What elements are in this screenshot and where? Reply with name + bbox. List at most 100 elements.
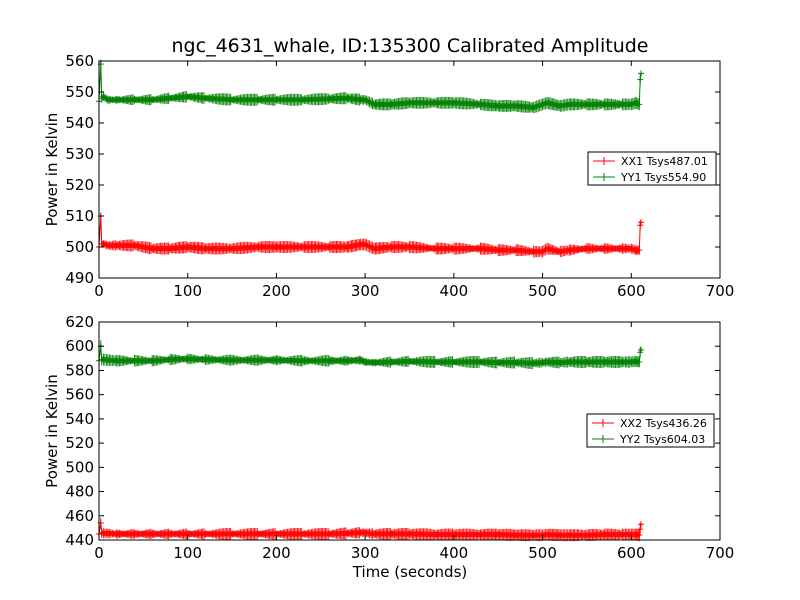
data-point-1-0-37: [636, 532, 643, 539]
data-point-0-1-19: [371, 101, 378, 108]
data-point-1-0-27: [530, 532, 537, 539]
legend-1: XX2 Tsys436.26 YY2 Tsys604.03: [586, 413, 715, 448]
x-tick-label: 400: [440, 282, 469, 300]
data-point-1-0-33: [601, 531, 608, 538]
data-point-1-0-32: [583, 532, 590, 539]
data-point-1-1-19: [371, 359, 378, 366]
data-point-1-1-29: [544, 358, 551, 365]
data-point-0-1-34: [619, 101, 626, 108]
y-tick-label: 500: [65, 238, 94, 256]
x-tick-label: 700: [706, 282, 735, 300]
data-point-0-0-35: [628, 245, 635, 252]
y-tick-label: 620: [65, 313, 94, 331]
x-tick-label: 0: [94, 282, 104, 300]
data-point-0-1-24: [477, 101, 484, 108]
y-tick-label: 460: [65, 507, 94, 525]
data-point-0-0-20: [388, 244, 395, 250]
data-point-1-0-36: [632, 531, 639, 538]
data-point-0-0-7: [149, 245, 156, 252]
data-point-0-1-38: [637, 76, 644, 83]
data-point-1-0-11: [229, 530, 236, 537]
y-tick-label: 600: [65, 337, 94, 355]
x-tick-label: 100: [173, 282, 202, 300]
x-tick-label: 600: [617, 282, 646, 300]
data-point-0-0-15: [326, 244, 333, 250]
data-point-1-1-9: [184, 355, 191, 362]
data-point-0-1-33: [601, 101, 608, 108]
data-point-1-1-16: [344, 357, 351, 364]
data-point-0-1-23: [450, 99, 457, 106]
data-point-1-1-23: [450, 358, 457, 365]
data-point-0-0-16: [344, 244, 351, 250]
data-point-0-0-24: [477, 245, 484, 252]
data-point-1-0-21: [406, 530, 413, 537]
data-point-0-1-27: [530, 104, 537, 111]
top-panel: 0 100 200 300 400 500 600 700 490 500 510 520 530 540…: [43, 52, 734, 300]
y-tick-label: 560: [65, 52, 94, 70]
data-point-0-0-38: [637, 222, 644, 229]
data-point-1-0-38: [637, 526, 644, 533]
y-tick-label: 560: [65, 386, 94, 404]
y-tick-label: 490: [65, 269, 94, 287]
y-tick-label: 530: [65, 145, 94, 163]
legend-label: XX1 Tsys487.01: [621, 155, 708, 168]
data-point-0-1-20: [388, 101, 395, 108]
data-point-1-1-17: [357, 357, 364, 364]
legend-0: XX1 Tsys487.01 YY1 Tsys554.90: [587, 151, 717, 186]
data-point-1-1-33: [601, 358, 608, 365]
data-point-0-1-35: [628, 101, 635, 108]
data-point-0-0-33: [601, 245, 608, 252]
data-point-0-1-36: [632, 99, 639, 106]
y-tick-label: 580: [65, 361, 94, 379]
data-point-1-1-37: [636, 358, 643, 365]
data-point-1-1-11: [229, 357, 236, 364]
data-point-1-0-6: [131, 530, 138, 537]
data-point-1-1-21: [406, 358, 413, 365]
data-point-1-1-25: [495, 359, 502, 366]
data-point-1-1-3: [100, 356, 107, 363]
y-axis-title-1: Power in Kelvin: [43, 374, 61, 488]
data-point-0-1-31: [566, 101, 573, 108]
data-point-0-1-10: [202, 95, 209, 102]
data-point-0-0-29: [544, 245, 551, 252]
data-point-0-0-10: [202, 245, 209, 252]
y-tick-label: 500: [65, 458, 94, 476]
series-line-1-0: [98, 522, 642, 536]
data-point-1-0-12: [255, 530, 262, 537]
data-point-1-1-34: [619, 358, 626, 365]
data-point-0-1-6: [131, 96, 138, 103]
y-tick-label: 510: [65, 207, 94, 225]
data-point-0-0-34: [619, 245, 626, 252]
bottom-panel: 0 100 200 300 400 500 600 700 440 460 480 500 520 540…: [43, 313, 734, 562]
data-point-0-1-7: [149, 96, 156, 103]
legend-label: YY1 Tsys554.90: [620, 171, 706, 184]
data-point-1-1-10: [202, 356, 209, 363]
data-point-0-0-21: [406, 244, 413, 250]
data-point-1-1-30: [557, 359, 564, 366]
data-point-1-0-31: [566, 532, 573, 539]
data-point-1-0-19: [371, 530, 378, 537]
x-tick-label: 200: [262, 544, 291, 562]
x-tick-label: 200: [262, 282, 291, 300]
data-point-0-0-27: [530, 248, 537, 255]
data-point-1-0-39: [638, 521, 645, 528]
data-point-0-1-18: [362, 96, 369, 103]
y-tick-label: 480: [65, 483, 94, 501]
data-point-1-0-24: [477, 531, 484, 538]
data-point-1-1-28: [539, 359, 546, 366]
data-point-0-1-14: [300, 96, 307, 103]
data-point-0-1-21: [406, 99, 413, 106]
y-axis-title-0: Power in Kelvin: [43, 113, 61, 227]
data-point-1-0-16: [344, 530, 351, 537]
data-point-1-1-20: [388, 358, 395, 365]
data-point-1-1-26: [512, 359, 519, 366]
y-tick-label: 440: [65, 531, 94, 549]
data-point-1-1-13: [273, 357, 280, 364]
data-point-0-1-16: [344, 95, 351, 102]
series-0-0: [96, 212, 645, 258]
data-point-1-1-6: [131, 357, 138, 364]
data-point-0-0-23: [450, 245, 457, 252]
y-tick-label: 520: [65, 176, 94, 194]
data-point-1-0-4: [104, 530, 111, 537]
data-point-1-1-35: [628, 358, 635, 365]
